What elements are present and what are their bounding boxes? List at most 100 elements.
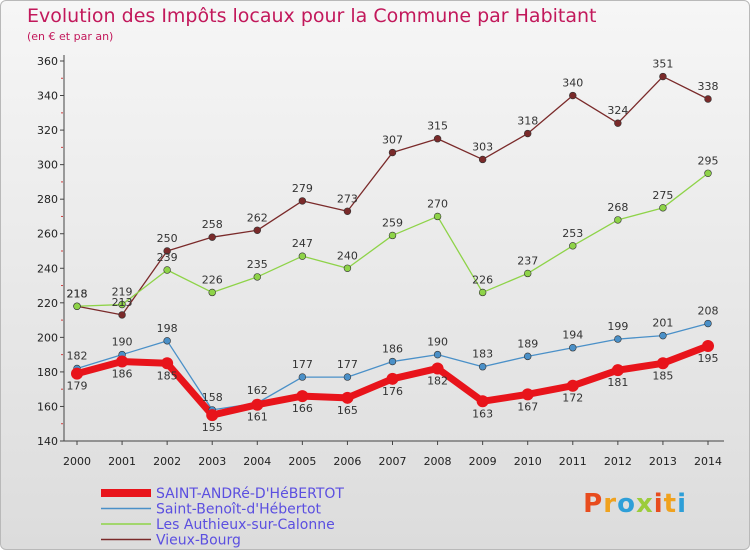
data-label: 177 [292,358,313,371]
data-label: 185 [157,369,178,382]
data-label: 226 [202,273,223,286]
logo-letter: i [677,489,687,519]
data-point [341,391,354,404]
data-label: 303 [472,140,493,153]
data-point [386,372,399,385]
data-label: 167 [517,400,538,413]
proxiti-logo: Proxiti [583,489,687,519]
data-label: 213 [112,296,133,309]
y-tick-label: 160 [37,400,58,413]
logo-letter: o [617,489,636,519]
data-point [343,207,352,215]
y-tick-label: 200 [37,331,58,344]
data-label: 340 [562,77,583,90]
data-point [478,288,487,297]
legend-label: Vieux-Bourg [156,533,241,549]
data-point [388,231,397,240]
data-point [118,311,126,319]
chart-title: Evolution des Impôts locaux pour la Comm… [27,5,597,27]
data-label: 318 [517,115,538,128]
data-label: 165 [337,404,358,417]
data-point [524,129,532,138]
data-label: 162 [247,384,268,397]
y-tick-label: 340 [37,90,58,103]
data-label: 226 [472,273,493,286]
data-point [298,252,307,260]
data-point [659,72,667,81]
logo-letter: r [603,489,618,519]
data-point [478,155,487,164]
data-label: 194 [562,329,583,342]
data-point [73,302,81,310]
data-point [614,335,622,343]
data-label: 270 [427,197,448,210]
data-label: 279 [292,182,313,195]
data-point [524,269,532,278]
data-point [433,350,442,359]
data-label: 190 [427,336,448,349]
data-label: 185 [652,369,673,382]
y-tick-label: 360 [37,55,58,68]
data-point [163,266,171,274]
data-point [476,395,489,408]
x-tick-label: 2005 [288,455,316,468]
data-label: 190 [112,336,133,349]
data-label: 247 [292,237,313,250]
data-label: 253 [562,227,583,240]
data-label: 258 [202,218,223,231]
logo-letter: x [635,489,654,519]
data-point [433,135,442,143]
data-point [163,337,171,345]
data-point [388,357,397,366]
x-tick-label: 2004 [243,455,271,468]
data-point [253,273,261,281]
series-points [71,72,714,422]
data-label: 324 [607,104,628,117]
data-point [614,216,622,224]
data-point [566,379,579,392]
data-label: 199 [607,320,628,333]
y-tick-label: 240 [37,262,58,275]
data-point [206,409,219,422]
data-label: 275 [652,189,673,202]
y-tick-label: 220 [37,297,58,310]
data-label: 208 [698,305,719,318]
data-point [253,226,261,234]
data-label: 250 [157,232,178,245]
data-label: 158 [202,391,223,404]
x-tick-label: 2002 [153,455,181,468]
data-point [611,364,624,377]
logo-letter: t [663,489,678,519]
data-point [208,288,216,297]
y-tick-label: 180 [37,366,58,379]
data-label: 295 [698,154,719,167]
data-label: 177 [337,358,358,371]
data-point [298,373,307,381]
data-label: 186 [112,368,133,381]
data-labels: 179 186 185 155 161 166 165 176 182 163 167 172 181 1… [67,58,719,435]
data-point [251,398,264,411]
data-point [702,340,714,352]
data-label: 239 [157,251,178,264]
legend-label: SAINT-ANDRé-D'HéBERTOT [156,486,344,502]
data-label: 181 [607,376,628,389]
data-point [296,390,309,403]
data-label: 166 [292,402,313,415]
data-point [569,344,577,352]
data-label: 218 [67,287,88,300]
x-tick-label: 2001 [108,455,136,468]
data-label: 240 [337,249,358,262]
data-label: 268 [607,201,628,214]
x-tick-label: 2003 [198,455,226,468]
data-label: 307 [382,134,403,147]
data-point [118,300,126,309]
logo-letter: i [653,489,664,519]
y-tick-label: 280 [37,193,58,206]
x-tick-label: 2014 [694,455,722,468]
data-label: 195 [698,352,719,365]
data-point [524,352,532,361]
data-label: 338 [698,80,719,93]
data-point [704,169,712,177]
data-point [208,233,216,241]
